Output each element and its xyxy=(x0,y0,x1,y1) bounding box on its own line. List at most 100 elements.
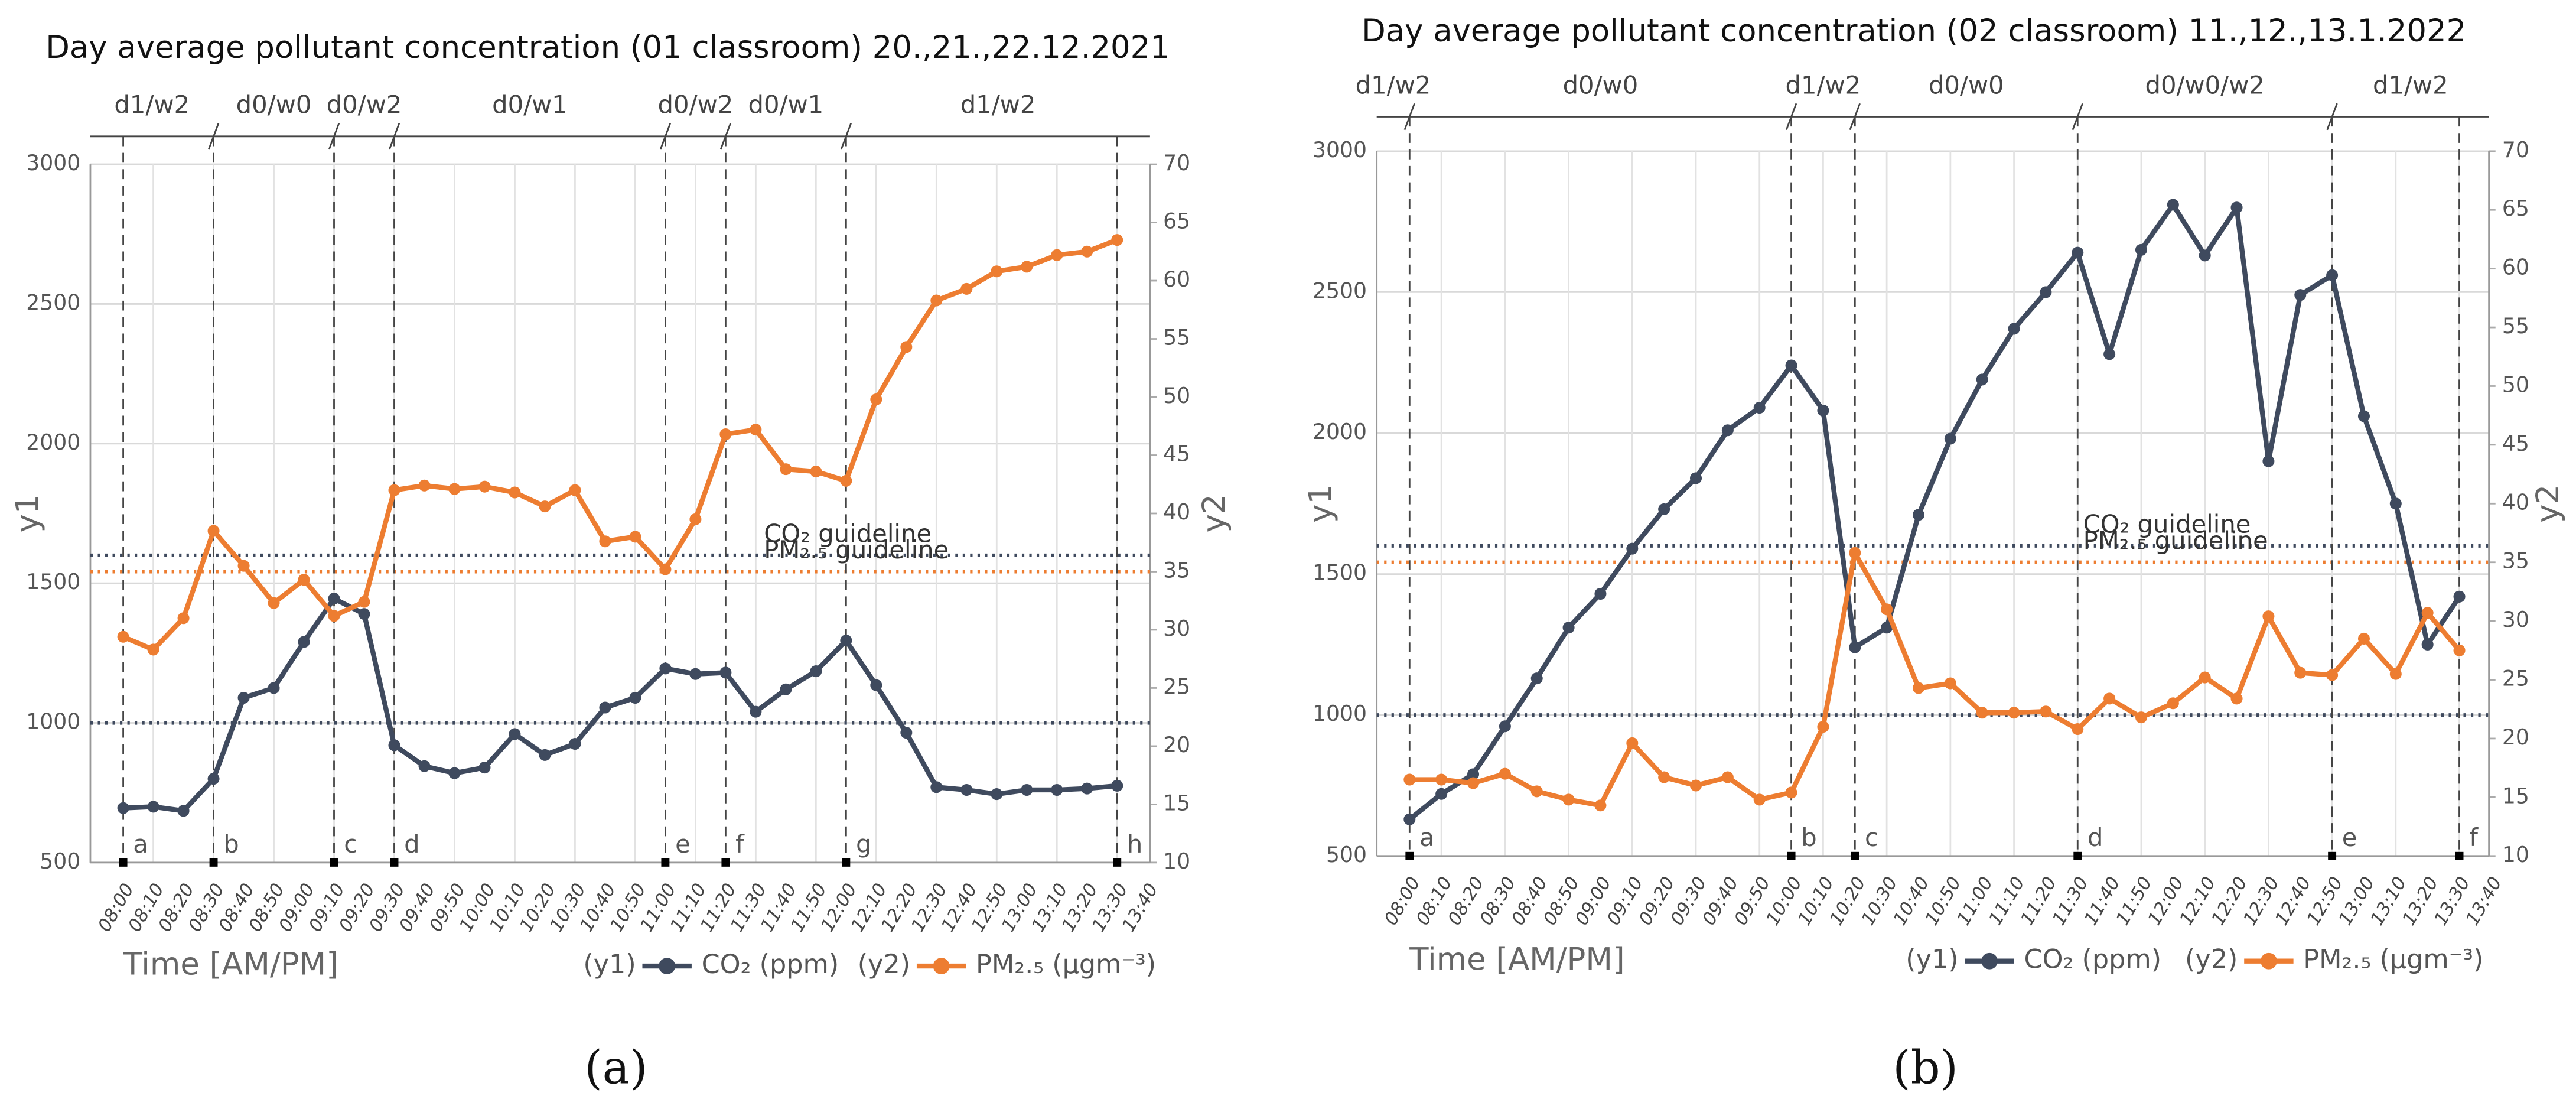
data-point xyxy=(2326,269,2339,281)
y-axis-label: y1 xyxy=(10,495,46,533)
data-point xyxy=(1658,771,1670,783)
y-tick-label: 1000 xyxy=(26,709,80,734)
legend-prefix: (y1) xyxy=(583,949,636,980)
data-point xyxy=(448,483,461,495)
phase-label: d0/w1 xyxy=(492,90,568,119)
legend-label: PM₂.₅ (µgm⁻³) xyxy=(2303,945,2483,975)
phase-label: d1/w2 xyxy=(1356,70,1431,99)
data-point xyxy=(2167,199,2179,211)
legend-dot xyxy=(933,958,950,974)
caption: (b) xyxy=(1893,1042,1958,1095)
data-point xyxy=(599,701,611,714)
data-point xyxy=(569,484,581,496)
data-point xyxy=(810,466,822,478)
data-point xyxy=(1689,779,1702,792)
phase-break xyxy=(719,123,732,150)
marker-label: f xyxy=(735,830,745,858)
data-point xyxy=(358,596,370,608)
marker-label: c xyxy=(1865,823,1878,852)
data-point xyxy=(1976,373,1988,386)
series-line xyxy=(1409,550,2461,808)
y2-tick-label: 50 xyxy=(2502,372,2529,397)
data-point xyxy=(328,593,340,605)
data-point xyxy=(418,479,431,492)
data-point xyxy=(1976,707,1988,719)
phase-label: d0/w0/w2 xyxy=(2145,70,2264,99)
x-axis-label: Time [AM/PM] xyxy=(123,947,338,983)
data-point xyxy=(1849,641,1861,653)
y-tick-label: 2000 xyxy=(26,430,80,455)
data-point xyxy=(1467,768,1480,780)
y2-tick-label: 25 xyxy=(1163,674,1190,699)
data-point xyxy=(388,484,400,496)
legend-label: PM₂.₅ (µgm⁻³) xyxy=(976,949,1156,980)
y-tick-label: 1500 xyxy=(1313,560,1367,586)
data-point xyxy=(1881,622,1893,634)
y2-tick-label: 10 xyxy=(1163,848,1190,874)
marker-square xyxy=(390,858,399,867)
marker-label: b xyxy=(223,830,239,858)
marker-label: a xyxy=(1419,823,1435,852)
legend-dot xyxy=(659,958,676,974)
marker-square xyxy=(1787,851,1796,860)
marker-label: a xyxy=(133,830,148,858)
data-point xyxy=(1021,261,1033,273)
data-point xyxy=(1081,782,1093,795)
data-point xyxy=(1530,785,1543,798)
phase-break xyxy=(2072,103,2083,131)
legend-prefix: (y2) xyxy=(858,949,910,980)
data-point xyxy=(780,463,792,476)
data-point xyxy=(1435,773,1448,786)
data-point xyxy=(2230,201,2243,214)
data-point xyxy=(870,393,882,405)
phase-label: d0/w2 xyxy=(658,90,734,119)
y-tick-label: 2500 xyxy=(1313,278,1367,303)
data-point xyxy=(268,682,280,694)
phase-break xyxy=(1849,103,1861,131)
data-point xyxy=(1530,672,1543,685)
y-tick-label: 3000 xyxy=(26,150,80,175)
phase-label: d1/w2 xyxy=(960,90,1036,119)
data-point xyxy=(1403,773,1416,786)
data-point xyxy=(2167,697,2179,710)
data-point xyxy=(1594,799,1607,812)
data-point xyxy=(1626,542,1639,555)
data-point xyxy=(1467,777,1480,789)
y2-tick-label: 40 xyxy=(2502,489,2529,515)
data-point xyxy=(780,683,792,695)
marker-label: g xyxy=(856,830,871,858)
y2-tick-label: 50 xyxy=(1163,383,1190,408)
y-tick-label: 500 xyxy=(40,848,80,874)
legend-label: CO₂ (ppm) xyxy=(702,949,839,980)
data-point xyxy=(2040,286,2052,298)
data-point xyxy=(1785,786,1797,799)
data-point xyxy=(2008,323,2020,335)
data-point xyxy=(2389,497,2402,510)
data-point xyxy=(298,636,310,648)
data-point xyxy=(2421,638,2434,651)
phase-break xyxy=(207,123,220,150)
data-point xyxy=(509,728,521,740)
y2-tick-label: 10 xyxy=(2502,842,2529,867)
data-point xyxy=(539,500,551,513)
marker-square xyxy=(842,858,851,867)
marker-label: e xyxy=(675,830,691,858)
data-point xyxy=(1944,432,1956,445)
marker-label: d xyxy=(2087,823,2103,852)
data-point xyxy=(2103,348,2116,360)
data-point xyxy=(2294,666,2307,679)
y-tick-label: 3000 xyxy=(1313,137,1367,162)
data-point xyxy=(478,480,491,493)
phase-label: d0/w0 xyxy=(1563,70,1639,99)
data-point xyxy=(1881,603,1893,616)
data-point xyxy=(2040,705,2052,718)
phase-label: d0/w0 xyxy=(1929,70,2004,99)
caption: (a) xyxy=(584,1042,647,1095)
phase-label: d1/w2 xyxy=(114,90,190,119)
data-point xyxy=(1626,737,1639,749)
data-point xyxy=(750,705,762,718)
data-point xyxy=(599,535,611,548)
phase-label: d1/w2 xyxy=(1786,70,1861,99)
y-tick-label: 1500 xyxy=(26,569,80,594)
